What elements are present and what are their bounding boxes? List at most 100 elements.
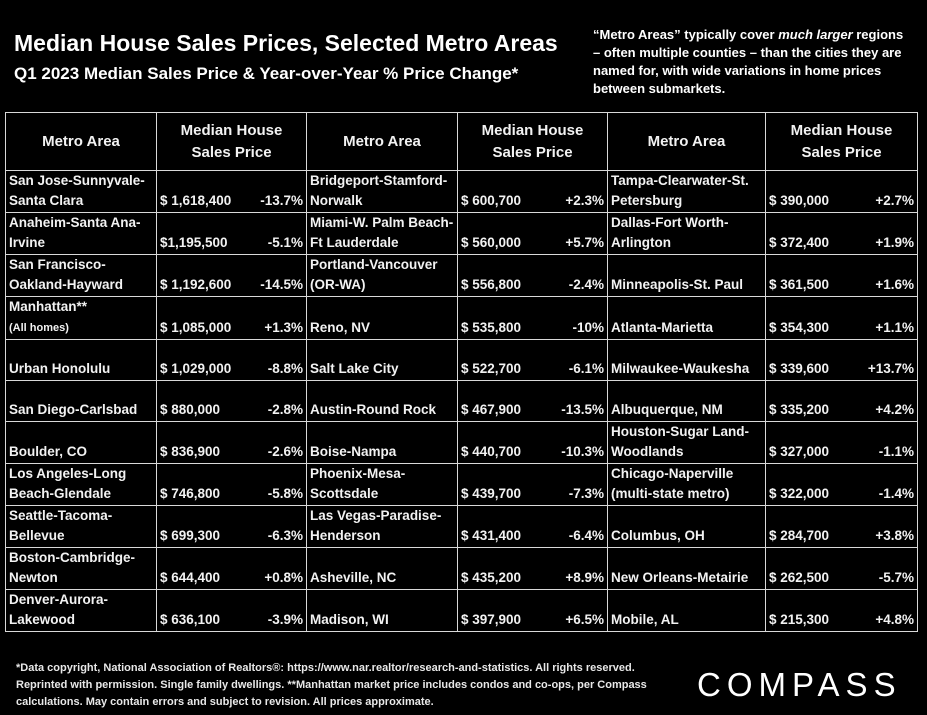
median-price: $ 440,700: [461, 444, 522, 459]
metro-area-cell: Bridgeport-Stamford-Norwalk: [306, 170, 458, 213]
metro-area-note: (All homes): [9, 322, 69, 334]
yoy-change: +1.1%: [875, 320, 914, 335]
yoy-change: +13.7%: [867, 361, 914, 376]
metro-area-cell: New Orleans-Metairie: [607, 547, 766, 590]
header-median-price: Median House Sales Price: [156, 112, 307, 171]
median-price: $ 535,800: [461, 320, 522, 335]
metro-area-name: Boston-Cambridge-Newton: [9, 550, 135, 585]
metro-area-cell: Anaheim-Santa Ana-Irvine: [5, 212, 157, 255]
metro-area-name: Houston-Sugar Land-Woodlands: [611, 424, 749, 459]
metro-area-cell: Mobile, AL: [607, 589, 766, 632]
price-cell: $ 467,900 -13.5%: [457, 380, 608, 422]
price-cell: $ 322,000 -1.4%: [765, 463, 918, 506]
metro-area-cell: Salt Lake City: [306, 339, 458, 381]
price-cell: $ 439,700 -7.3%: [457, 463, 608, 506]
yoy-change: -6.1%: [568, 361, 604, 376]
median-price: $ 339,600: [769, 361, 830, 376]
metro-area-name: Seattle-Tacoma-Bellevue: [9, 508, 113, 543]
yoy-change: -14.5%: [260, 277, 303, 292]
price-cell: $ 699,300 -6.3%: [156, 505, 307, 548]
price-cell: $ 556,800 -2.4%: [457, 254, 608, 297]
table-row: Boulder, CO $ 836,900 -2.6% Boise-Nampa $ 44…: [5, 421, 918, 464]
median-price: $ 361,500: [769, 277, 830, 292]
metro-area-name: Boulder, CO: [9, 444, 88, 459]
metro-area-cell: Atlanta-Marietta: [607, 296, 766, 340]
metro-area-cell: Houston-Sugar Land-Woodlands: [607, 421, 766, 464]
yoy-change: +1.9%: [875, 235, 914, 250]
metro-area-cell: Asheville, NC: [306, 547, 458, 590]
yoy-change: -2.6%: [267, 444, 303, 459]
metro-area-cell: Dallas-Fort Worth-Arlington: [607, 212, 766, 255]
yoy-change: -10.3%: [561, 444, 604, 459]
median-price: $ 439,700: [461, 486, 522, 501]
yoy-change: -7.3%: [568, 486, 604, 501]
yoy-change: -3.9%: [267, 612, 303, 627]
metro-area-cell: San Jose-Sunnyvale-Santa Clara: [5, 170, 157, 213]
median-price: $ 746,800: [160, 486, 221, 501]
footnote: *Data copyright, National Association of…: [16, 662, 647, 708]
yoy-change: -8.8%: [267, 361, 303, 376]
metro-area-name: Columbus, OH: [611, 528, 705, 543]
yoy-change: -13.5%: [561, 402, 604, 417]
median-price: $ 215,300: [769, 612, 830, 627]
median-price: $ 644,400: [160, 570, 221, 585]
note-text-1: “Metro Areas” typically cover: [593, 27, 779, 42]
yoy-change: -10%: [572, 320, 604, 335]
table-row: San Francisco-Oakland-Hayward $ 1,192,600…: [5, 254, 918, 297]
price-cell: $ 431,400 -6.4%: [457, 505, 608, 548]
compass-logo: COMPASS: [697, 666, 902, 703]
metro-area-name: Denver-Aurora-Lakewood: [9, 592, 109, 627]
metro-area-name: San Jose-Sunnyvale-Santa Clara: [9, 173, 145, 208]
metro-area-name: San Francisco-Oakland-Hayward: [9, 257, 124, 292]
metro-area-cell: Albuquerque, NM: [607, 380, 766, 422]
metro-area-name: Portland-Vancouver (OR-WA): [310, 257, 438, 292]
metro-area-cell: Tampa-Clearwater-St. Petersburg: [607, 170, 766, 213]
metro-area-name: Boise-Nampa: [310, 444, 397, 459]
price-cell: $ 354,300 +1.1%: [765, 296, 918, 340]
median-price: $ 467,900: [461, 402, 522, 417]
yoy-change: +1.3%: [264, 320, 303, 335]
price-cell: $ 1,618,400 -13.7%: [156, 170, 307, 213]
price-cell: $ 215,300 +4.8%: [765, 589, 918, 632]
page-subtitle: Q1 2023 Median Sales Price & Year-over-Y…: [14, 64, 519, 83]
yoy-change: +0.8%: [264, 570, 303, 585]
metro-area-cell: Chicago-Naperville (multi-state metro): [607, 463, 766, 506]
price-table: Metro Area Median House Sales Price Metr…: [5, 112, 918, 632]
metro-area-cell: Boise-Nampa: [306, 421, 458, 464]
yoy-change: +4.2%: [875, 402, 914, 417]
price-cell: $ 284,700 +3.8%: [765, 505, 918, 548]
yoy-change: +1.6%: [875, 277, 914, 292]
median-price: $ 636,100: [160, 612, 221, 627]
yoy-change: +2.7%: [875, 193, 914, 208]
metro-area-name: Phoenix-Mesa-Scottsdale: [310, 466, 406, 501]
median-price: $ 880,000: [160, 402, 221, 417]
table-row: Anaheim-Santa Ana-Irvine $1,195,500 -5.1% M…: [5, 212, 918, 255]
price-cell: $ 372,400 +1.9%: [765, 212, 918, 255]
metro-area-name: Salt Lake City: [310, 361, 399, 376]
metro-area-name: Anaheim-Santa Ana-Irvine: [9, 215, 141, 250]
price-cell: $ 600,700 +2.3%: [457, 170, 608, 213]
yoy-change: +3.8%: [875, 528, 914, 543]
metro-area-cell: San Diego-Carlsbad: [5, 380, 157, 422]
median-price: $ 556,800: [461, 277, 522, 292]
price-cell: $ 335,200 +4.2%: [765, 380, 918, 422]
metro-area-name: Madison, WI: [310, 612, 389, 627]
metro-area-name: Las Vegas-Paradise-Henderson: [310, 508, 442, 543]
metro-area-name: Manhattan**: [9, 299, 88, 314]
yoy-change: +5.7%: [565, 235, 604, 250]
yoy-change: -5.8%: [267, 486, 303, 501]
header-median-price: Median House Sales Price: [457, 112, 608, 171]
price-cell: $ 560,000 +5.7%: [457, 212, 608, 255]
price-cell: $ 339,600 +13.7%: [765, 339, 918, 381]
median-price: $ 262,500: [769, 570, 830, 585]
metro-area-name: Dallas-Fort Worth-Arlington: [611, 215, 729, 250]
header-median-price: Median House Sales Price: [765, 112, 918, 171]
price-cell: $ 1,029,000 -8.8%: [156, 339, 307, 381]
yoy-change: -1.4%: [878, 486, 914, 501]
metro-area-note: “Metro Areas” typically cover much large…: [593, 26, 909, 98]
price-cell: $ 1,192,600 -14.5%: [156, 254, 307, 297]
table-row: San Diego-Carlsbad $ 880,000 -2.8% Austin-R…: [5, 380, 918, 422]
header-metro-area: Metro Area: [306, 112, 458, 171]
metro-area-cell: Denver-Aurora-Lakewood: [5, 589, 157, 632]
page-title: Median House Sales Prices, Selected Metr…: [14, 30, 558, 56]
